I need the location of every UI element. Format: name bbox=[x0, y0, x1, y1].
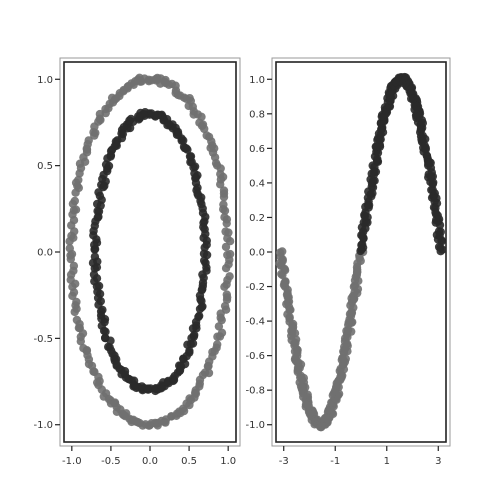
y-tick-label: 0.2 bbox=[249, 213, 265, 224]
data-point bbox=[66, 254, 76, 264]
series-1 bbox=[88, 108, 212, 396]
data-point bbox=[217, 328, 227, 337]
y-tick-label: -0.6 bbox=[245, 351, 265, 362]
y-tick-label: 0.0 bbox=[249, 248, 265, 259]
data-point bbox=[185, 152, 195, 161]
y-tick-label: -0.2 bbox=[245, 282, 265, 293]
y-tick-label: 0.0 bbox=[37, 248, 53, 259]
x-tick-label: -1.0 bbox=[62, 456, 82, 467]
x-tick-label: -3 bbox=[279, 456, 289, 467]
right-panel: -3 -1 1 3 -1.0 -0.8 -0.6 -0.4 -0.2 0.0 0.2 0.4 0.6 0.… bbox=[245, 57, 451, 467]
x-tick-label: -1 bbox=[330, 456, 340, 467]
y-tick-label: 0.6 bbox=[249, 144, 265, 155]
data-point bbox=[435, 220, 445, 230]
data-point bbox=[71, 188, 80, 197]
y-tick-label: -0.8 bbox=[245, 386, 265, 397]
data-point bbox=[214, 322, 224, 331]
data-point bbox=[76, 337, 86, 346]
data-point bbox=[68, 291, 77, 301]
data-point bbox=[103, 154, 112, 163]
data-point bbox=[75, 169, 84, 178]
x-tick-label: 1.0 bbox=[220, 456, 236, 467]
y-tick-label: 0.8 bbox=[249, 109, 265, 120]
data-point bbox=[436, 247, 445, 256]
data-point bbox=[221, 227, 230, 236]
y-tick-label: -1.0 bbox=[33, 420, 53, 431]
data-point bbox=[219, 200, 228, 209]
data-point bbox=[220, 301, 230, 311]
data-point bbox=[133, 112, 143, 121]
x-tick-label: 0.5 bbox=[181, 456, 197, 467]
series-1 bbox=[356, 72, 447, 256]
y-tick-label: 0.5 bbox=[37, 161, 53, 172]
data-point bbox=[202, 131, 211, 140]
data-point bbox=[190, 330, 199, 340]
x-tick-label: 1 bbox=[384, 456, 390, 467]
panel-frame bbox=[63, 61, 237, 443]
data-point bbox=[222, 290, 231, 299]
data-point bbox=[179, 136, 188, 145]
y-tick-label: 1.0 bbox=[249, 75, 265, 86]
data-point bbox=[70, 307, 79, 317]
y-tick-label: 0.4 bbox=[249, 178, 265, 189]
data-point bbox=[223, 250, 232, 260]
data-point bbox=[219, 186, 229, 195]
y-tick-label: -1.0 bbox=[245, 420, 265, 431]
data-point bbox=[65, 237, 74, 246]
data-point bbox=[202, 250, 212, 260]
data-point bbox=[204, 368, 214, 378]
data-point bbox=[179, 142, 189, 152]
data-point bbox=[278, 270, 287, 280]
data-point bbox=[90, 245, 99, 254]
series-0 bbox=[65, 73, 235, 430]
y-tick-label: -0.4 bbox=[245, 317, 265, 328]
x-tick-label: 3 bbox=[435, 456, 441, 467]
left-panel: -1.0 -0.5 0.0 0.5 1.0 -1.0 -0.5 0.0 0.5 1.0 bbox=[33, 57, 241, 467]
data-point bbox=[90, 131, 99, 140]
y-tick-label: 1.0 bbox=[37, 75, 53, 86]
data-point bbox=[225, 272, 234, 281]
data-point bbox=[220, 213, 229, 222]
y-tick-label: -0.5 bbox=[33, 334, 53, 345]
x-tick-label: 0.0 bbox=[142, 456, 158, 467]
series-0 bbox=[275, 246, 368, 432]
x-tick-label: -0.5 bbox=[101, 456, 121, 467]
data-point bbox=[101, 327, 110, 336]
data-point bbox=[90, 264, 100, 273]
data-point bbox=[194, 312, 203, 322]
data-point bbox=[213, 340, 222, 349]
